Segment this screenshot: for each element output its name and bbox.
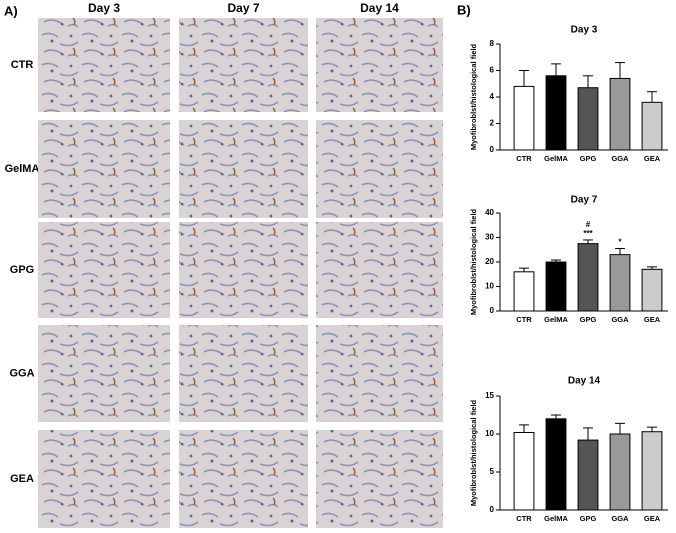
- bar: [577, 439, 599, 511]
- micrograph: [38, 325, 170, 422]
- micrograph: [179, 120, 308, 218]
- significance-label: ***: [583, 229, 593, 238]
- micrograph: [38, 18, 170, 112]
- bar: [609, 254, 631, 312]
- bar: [545, 261, 567, 312]
- x-tick-label: GelMA: [544, 315, 568, 324]
- micrograph: [179, 222, 308, 318]
- y-tick-label: 4: [490, 92, 495, 101]
- x-tick-label: CTR: [516, 514, 532, 523]
- y-axis-label: Myofibroblst/histological field: [469, 399, 478, 506]
- bar: [641, 431, 663, 511]
- micrograph: [316, 430, 443, 528]
- micrograph: [316, 222, 443, 318]
- row-label: GelMA: [5, 163, 40, 175]
- panel-label: A): [4, 3, 18, 18]
- bar: [513, 85, 535, 151]
- y-tick-label: 30: [485, 233, 494, 242]
- y-tick-label: 10: [485, 429, 494, 438]
- bar: [609, 433, 631, 511]
- y-tick-label: 10: [485, 282, 494, 291]
- column-header: Day 14: [360, 1, 399, 15]
- chart-title: Day 14: [568, 376, 601, 387]
- x-tick-label: GPG: [580, 514, 597, 523]
- significance-label: #: [586, 220, 591, 229]
- column-header: Day 3: [88, 1, 120, 15]
- y-tick-label: 0: [490, 505, 495, 514]
- y-tick-label: 5: [490, 467, 495, 476]
- x-tick-label: GPG: [580, 315, 597, 324]
- y-tick-label: 40: [485, 208, 494, 217]
- row-label: GPG: [10, 264, 34, 276]
- micrograph: [38, 430, 170, 528]
- panel-label: B): [457, 2, 471, 17]
- chart-title: Day 3: [571, 25, 598, 36]
- x-tick-label: GEA: [644, 315, 661, 324]
- row-label: CTR: [11, 59, 34, 71]
- x-tick-label: CTR: [516, 315, 532, 324]
- bar: [545, 418, 567, 511]
- chart-title: Day 7: [571, 195, 598, 206]
- micrograph: [316, 18, 443, 112]
- x-tick-label: GelMA: [544, 154, 568, 163]
- x-tick-label: GPG: [580, 154, 597, 163]
- x-tick-label: GGA: [611, 315, 629, 324]
- micrograph: [38, 120, 170, 218]
- x-tick-label: GGA: [611, 154, 629, 163]
- y-tick-label: 8: [490, 39, 495, 48]
- x-tick-label: GEA: [644, 514, 661, 523]
- micrograph: [179, 325, 308, 422]
- bar: [513, 271, 535, 312]
- x-tick-label: GelMA: [544, 514, 568, 523]
- micrograph: [179, 18, 308, 112]
- y-tick-label: 6: [490, 66, 495, 75]
- bar: [609, 77, 631, 151]
- y-axis-label: Myofibroblst/histological field: [469, 208, 478, 315]
- x-tick-label: GEA: [644, 154, 661, 163]
- row-label: GGA: [9, 367, 34, 379]
- row-label: GEA: [10, 473, 34, 485]
- micrograph: [316, 120, 443, 218]
- micrograph: [179, 430, 308, 528]
- x-tick-label: GGA: [611, 514, 629, 523]
- y-tick-label: 0: [490, 145, 495, 154]
- y-tick-label: 2: [490, 119, 495, 128]
- y-tick-label: 0: [490, 306, 495, 315]
- significance-label: *: [618, 238, 622, 247]
- bar: [545, 75, 567, 151]
- y-tick-label: 15: [485, 391, 494, 400]
- bar: [577, 87, 599, 151]
- bar: [577, 243, 599, 312]
- bar: [513, 431, 535, 511]
- y-tick-label: 20: [485, 257, 494, 266]
- bar: [641, 268, 663, 312]
- micrograph: [316, 325, 443, 422]
- bar: [641, 101, 663, 151]
- column-header: Day 7: [227, 1, 259, 15]
- x-tick-label: CTR: [516, 154, 532, 163]
- y-axis-label: Myofibroblst/histological field: [469, 43, 478, 150]
- micrograph: [38, 222, 170, 318]
